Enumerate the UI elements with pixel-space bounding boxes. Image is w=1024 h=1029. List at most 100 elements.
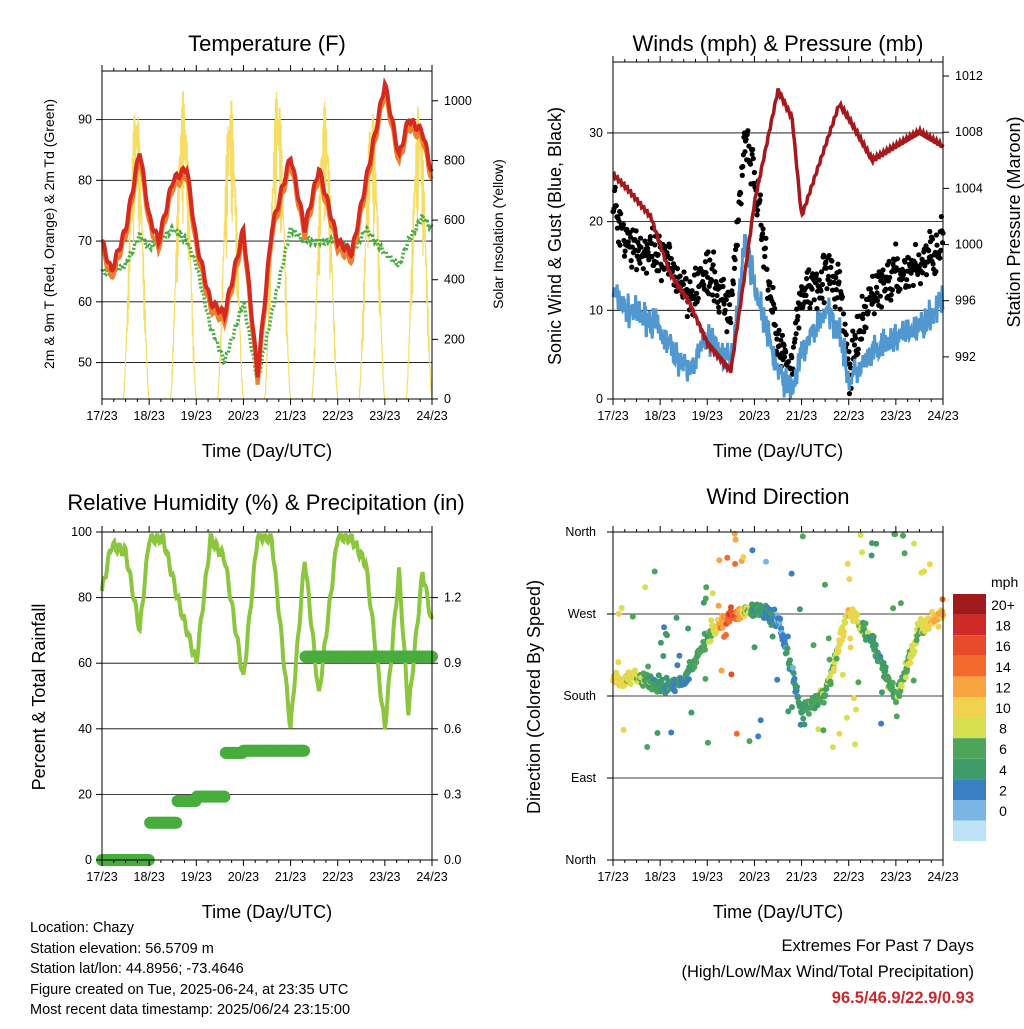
- extremes-values: 96.5/46.9/22.9/0.93: [831, 989, 974, 1007]
- y-tick-label: East: [571, 771, 597, 785]
- direction-point: [868, 552, 875, 559]
- gust-point: [873, 284, 880, 290]
- gust-point: [803, 292, 809, 298]
- gust-point: [831, 279, 837, 286]
- humidity-y-label-left: Percent & Total Rainfall: [29, 604, 49, 791]
- direction-point: [708, 617, 715, 624]
- direction-point: [800, 715, 807, 722]
- gust-point: [709, 292, 716, 298]
- y2-tick-label: 200: [444, 332, 465, 346]
- gust-point: [789, 355, 795, 361]
- x-tick-label: 21/23: [275, 870, 306, 884]
- gust-point: [711, 249, 717, 255]
- direction-point: [789, 704, 795, 711]
- gust-point: [774, 336, 780, 342]
- y-tick-label: 0: [596, 392, 603, 406]
- gust-point: [719, 296, 726, 302]
- gust-point: [694, 290, 700, 296]
- speed-legend-label: 0: [999, 803, 1007, 819]
- direction-point: [857, 532, 864, 538]
- station-info: Location: Chazy Station elevation: 56.57…: [30, 918, 350, 1021]
- direction-point: [853, 706, 859, 713]
- direction-point: [901, 550, 908, 557]
- gust-point: [723, 297, 729, 303]
- direction-point: [820, 727, 827, 734]
- gust-point: [712, 269, 718, 275]
- y2-tick-label: 800: [444, 153, 465, 167]
- gust-point: [874, 290, 880, 296]
- gust-point: [904, 277, 910, 283]
- gust-point: [883, 286, 889, 292]
- direction-point: [702, 595, 709, 602]
- direction-point: [685, 625, 692, 632]
- direction-point: [911, 648, 918, 655]
- gust-point: [613, 203, 619, 209]
- gust-point: [662, 244, 668, 250]
- gust-point: [821, 300, 827, 306]
- direction-point: [847, 644, 854, 651]
- direction-point: [659, 676, 666, 683]
- direction-point: [685, 676, 692, 683]
- gust-point: [710, 262, 716, 268]
- gust-point: [618, 211, 624, 217]
- gust-point: [750, 146, 756, 153]
- gust-point: [640, 266, 646, 272]
- gust-point: [839, 294, 846, 300]
- direction-point: [910, 677, 917, 684]
- gust-point: [793, 331, 799, 337]
- gust-point: [755, 207, 761, 213]
- x-tick-label: 22/23: [833, 870, 864, 884]
- gust-point: [744, 132, 750, 138]
- gust-point: [770, 284, 776, 291]
- direction-point: [673, 614, 680, 621]
- gust-point: [653, 259, 660, 266]
- gust-point: [902, 259, 908, 265]
- winds-y-label-left: Sonic Wind & Gust (Blue, Black): [545, 107, 565, 365]
- direction-point: [663, 674, 670, 681]
- x-tick-label: 23/23: [880, 870, 911, 884]
- direction-point: [835, 648, 842, 655]
- gust-point: [771, 301, 777, 307]
- gust-point: [888, 297, 894, 303]
- y2-tick-label: 0: [444, 392, 451, 406]
- gust-point: [745, 128, 751, 134]
- x-tick-label: 24/23: [927, 409, 958, 423]
- speed-legend-title: mph: [991, 574, 1018, 590]
- direction-title: Wind Direction: [706, 484, 849, 509]
- direction-point: [904, 666, 911, 673]
- y-tick-label: North: [565, 525, 596, 539]
- station-elevation: Station elevation: 56.5709 m: [30, 940, 214, 957]
- direction-point: [757, 717, 764, 724]
- gust-point: [778, 337, 784, 343]
- speed-legend-label: 16: [995, 638, 1011, 654]
- direction-point: [657, 639, 664, 646]
- gust-point: [633, 228, 639, 234]
- solar-line: [169, 90, 197, 400]
- pressure-line: [612, 87, 945, 374]
- gust-point: [628, 258, 634, 264]
- direction-point: [889, 685, 896, 692]
- direction-point: [716, 557, 723, 564]
- gust-point: [929, 236, 936, 242]
- gust-point: [783, 349, 789, 355]
- x-tick-label: 21/23: [786, 870, 817, 884]
- gust-point: [738, 190, 744, 196]
- temp-2m-line: [101, 77, 434, 378]
- x-tick-label: 22/23: [833, 409, 864, 423]
- direction-point: [791, 675, 798, 682]
- x-tick-label: 23/23: [369, 870, 400, 884]
- direction-point: [836, 730, 843, 737]
- direction-point: [787, 657, 793, 664]
- extremes-subtitle: (High/Low/Max Wind/Total Precipitation): [681, 963, 974, 981]
- gust-point: [677, 273, 683, 279]
- direction-point: [921, 568, 927, 575]
- dewpoint-line: [100, 209, 434, 384]
- direction-point: [833, 655, 840, 662]
- speed-legend-label: 10: [995, 700, 1011, 716]
- direction-point: [709, 590, 716, 597]
- gust-point: [930, 261, 936, 267]
- gust-point: [863, 325, 869, 331]
- gust-point: [910, 282, 916, 288]
- gust-point: [681, 269, 687, 275]
- gust-point: [850, 328, 856, 334]
